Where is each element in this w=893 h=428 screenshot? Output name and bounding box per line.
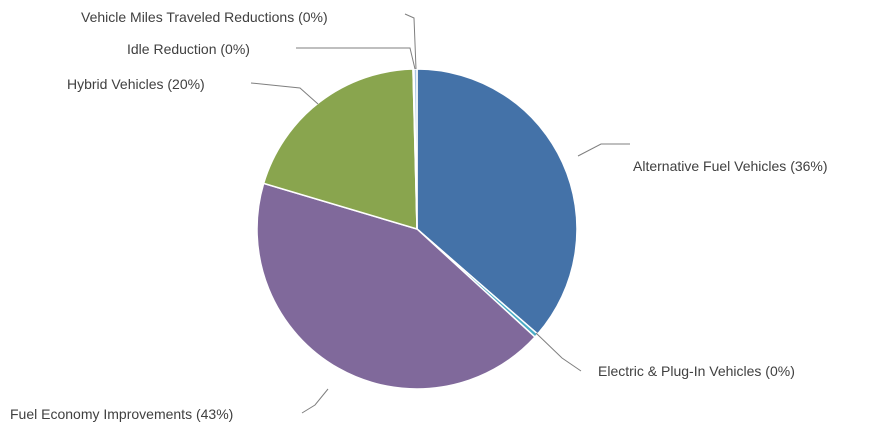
slice-label: Alternative Fuel Vehicles (36%) bbox=[633, 158, 828, 174]
slice-label: Idle Reduction (0%) bbox=[127, 41, 250, 57]
slice-label: Vehicle Miles Traveled Reductions (0%) bbox=[81, 9, 328, 25]
leader-line bbox=[577, 143, 630, 157]
leader-line bbox=[296, 47, 416, 70]
slice-label: Fuel Economy Improvements (43%) bbox=[10, 406, 233, 422]
slice-labels: Alternative Fuel Vehicles (36%) Electric … bbox=[10, 9, 828, 422]
leader-line bbox=[250, 82, 319, 105]
pie-slices bbox=[256, 68, 578, 390]
leader-line bbox=[301, 388, 329, 414]
leader-line bbox=[535, 332, 582, 372]
leader-line bbox=[404, 13, 417, 70]
pie-slice bbox=[256, 182, 537, 390]
leader-lines bbox=[250, 13, 630, 414]
pie-slice bbox=[262, 68, 418, 231]
slice-label: Electric & Plug-In Vehicles (0%) bbox=[598, 363, 795, 379]
pie-slice bbox=[413, 68, 418, 230]
pie-slice bbox=[416, 68, 578, 336]
slice-label: Hybrid Vehicles (20%) bbox=[67, 76, 205, 92]
